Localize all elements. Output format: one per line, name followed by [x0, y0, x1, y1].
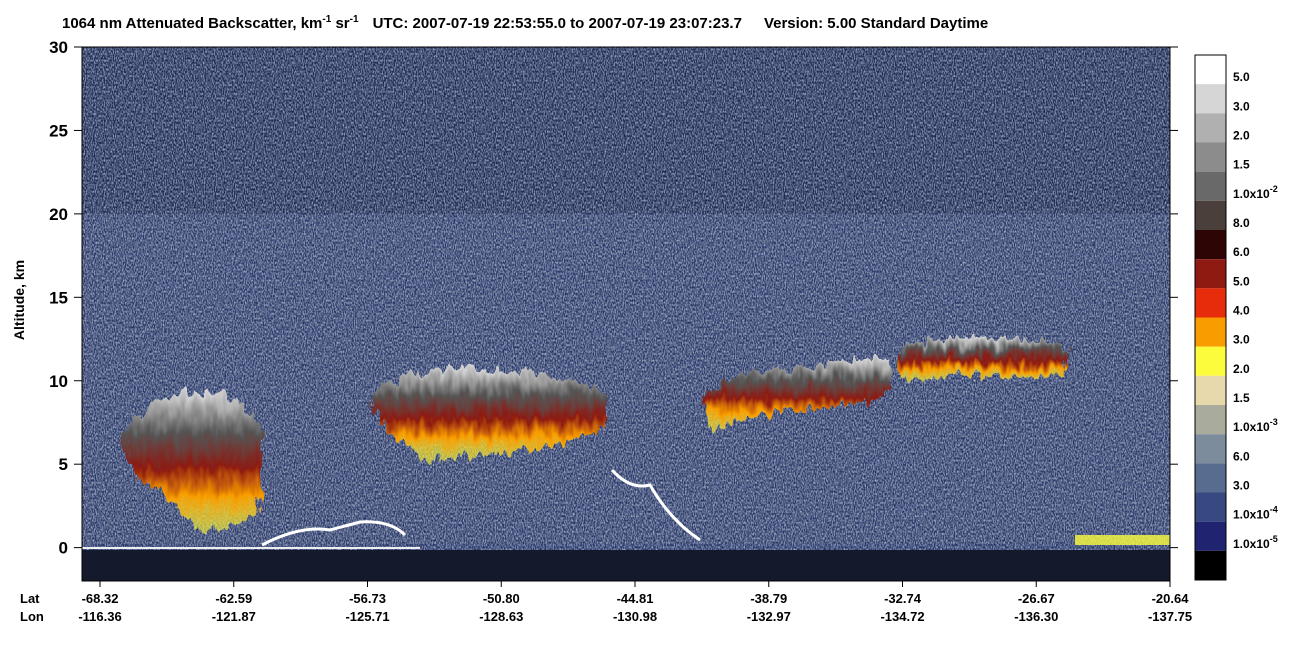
- lat-label: -26.67: [1018, 591, 1055, 606]
- colorbar-swatch: [1195, 463, 1226, 493]
- lat-label: -56.73: [349, 591, 386, 606]
- lon-label: -136.30: [1014, 609, 1058, 624]
- colorbar-swatch: [1195, 113, 1226, 143]
- colorbar-label-text: 3.0: [1233, 479, 1250, 493]
- y-tick-label: 5: [59, 455, 68, 474]
- colorbar-label-text: 4.0: [1233, 304, 1250, 318]
- colorbar-swatch: [1195, 521, 1226, 551]
- colorbar-swatch: [1195, 259, 1226, 289]
- title-exp: -1: [322, 14, 331, 25]
- colorbar-label: 5.0: [1233, 70, 1250, 84]
- colorbar-label-exp: -5: [1270, 534, 1278, 544]
- title-text: 1064 nm Attenuated Backscatter, km: [62, 15, 322, 32]
- lon-label: -128.63: [479, 609, 523, 624]
- lat-label: -62.59: [215, 591, 252, 606]
- title-text: Version: 5.00 Standard Daytime: [764, 15, 988, 32]
- colorbar-label: 2.0: [1233, 362, 1250, 376]
- y-tick-label: 10: [49, 372, 68, 391]
- colorbar-label-exp: -2: [1270, 184, 1278, 194]
- colorbar-swatch: [1195, 550, 1226, 580]
- colorbar-label: 2.0: [1233, 129, 1250, 143]
- colorbar-swatch: [1195, 230, 1226, 260]
- colorbar-swatch: [1195, 171, 1226, 201]
- colorbar-label-text: 1.5: [1233, 391, 1250, 405]
- colorbar-label-text: 1.0x10: [1233, 508, 1270, 522]
- colorbar-label-text: 5.0: [1233, 274, 1250, 288]
- title-exp: -1: [350, 14, 359, 25]
- y-tick-label: 30: [49, 38, 68, 57]
- colorbar-label-text: 1.0x10: [1233, 187, 1270, 201]
- lon-label: -137.75: [1148, 609, 1192, 624]
- colorbar-label-text: 1.0x10: [1233, 420, 1270, 434]
- plot-image: [82, 47, 1170, 581]
- title-text: sr: [331, 15, 350, 32]
- colorbar-label-text: 8.0: [1233, 216, 1250, 230]
- lat-label: -68.32: [82, 591, 119, 606]
- colorbar-frame: [1194, 54, 1227, 581]
- colorbar-label: 4.0: [1233, 304, 1250, 318]
- colorbar-swatch: [1195, 200, 1226, 230]
- lat-label: -20.64: [1152, 591, 1190, 606]
- x-row-label: Lon: [20, 609, 44, 624]
- colorbar-swatch: [1195, 405, 1226, 435]
- lat-label: -44.81: [617, 591, 654, 606]
- colorbar-label-text: 5.0: [1233, 70, 1250, 84]
- lon-label: -132.97: [747, 609, 791, 624]
- lon-label: -121.87: [212, 609, 256, 624]
- colorbar-label-text: 2.0: [1233, 129, 1250, 143]
- plot-frame: [81, 46, 1171, 582]
- colorbar-swatch: [1195, 288, 1226, 318]
- y-axis-label: Altitude, km: [11, 260, 27, 340]
- colorbar-swatch: [1195, 317, 1226, 347]
- colorbar-label: 1.0x10-3: [1233, 417, 1278, 434]
- y-tick-label: 15: [49, 288, 68, 307]
- colorbar-label: 6.0: [1233, 245, 1250, 259]
- colorbar-label: 1.0x10-5: [1233, 534, 1278, 551]
- colorbar-label: 3.0: [1233, 99, 1250, 113]
- colorbar-label-text: 1.5: [1233, 158, 1250, 172]
- lat-label: -32.74: [884, 591, 922, 606]
- colorbar-label-text: 3.0: [1233, 333, 1250, 347]
- lon-label: -130.98: [613, 609, 657, 624]
- lat-label: -38.79: [750, 591, 787, 606]
- colorbar-label-text: 3.0: [1233, 99, 1250, 113]
- colorbar-label: 5.0: [1233, 274, 1250, 288]
- colorbar-label-text: 2.0: [1233, 362, 1250, 376]
- colorbar-label: 8.0: [1233, 216, 1250, 230]
- lon-label: -125.71: [345, 609, 389, 624]
- colorbar-swatch: [1195, 55, 1226, 85]
- colorbar-swatch: [1195, 434, 1226, 464]
- colorbar-swatch: [1195, 375, 1226, 405]
- colorbar-label-exp: -3: [1270, 417, 1278, 427]
- chart-title: 1064 nm Attenuated Backscatter, km-1 sr-…: [62, 14, 988, 32]
- colorbar-label-exp: -4: [1270, 505, 1278, 515]
- y-tick-label: 0: [59, 539, 68, 558]
- colorbar-swatch: [1195, 84, 1226, 114]
- colorbar-label: 1.5: [1233, 391, 1250, 405]
- y-tick-label: 25: [49, 121, 68, 140]
- colorbar-label-text: 6.0: [1233, 245, 1250, 259]
- colorbar-swatch: [1195, 492, 1226, 522]
- colorbar-label-text: 6.0: [1233, 449, 1250, 463]
- colorbar-label: 1.5: [1233, 158, 1250, 172]
- colorbar-label: 6.0: [1233, 449, 1250, 463]
- lon-label: -134.72: [880, 609, 924, 624]
- colorbar-label-text: 1.0x10: [1233, 537, 1270, 551]
- lat-label: -50.80: [483, 591, 520, 606]
- colorbar-label: 3.0: [1233, 479, 1250, 493]
- x-row-label: Lat: [20, 591, 40, 606]
- colorbar-swatch: [1195, 346, 1226, 376]
- y-tick-label: 20: [49, 205, 68, 224]
- lon-label: -116.36: [78, 609, 121, 624]
- colorbar-swatch: [1195, 142, 1226, 172]
- colorbar-label: 1.0x10-4: [1233, 505, 1278, 522]
- colorbar-label: 3.0: [1233, 333, 1250, 347]
- title-text: UTC: 2007-07-19 22:53:55.0 to 2007-07-19…: [373, 15, 742, 32]
- colorbar-label: 1.0x10-2: [1233, 184, 1278, 201]
